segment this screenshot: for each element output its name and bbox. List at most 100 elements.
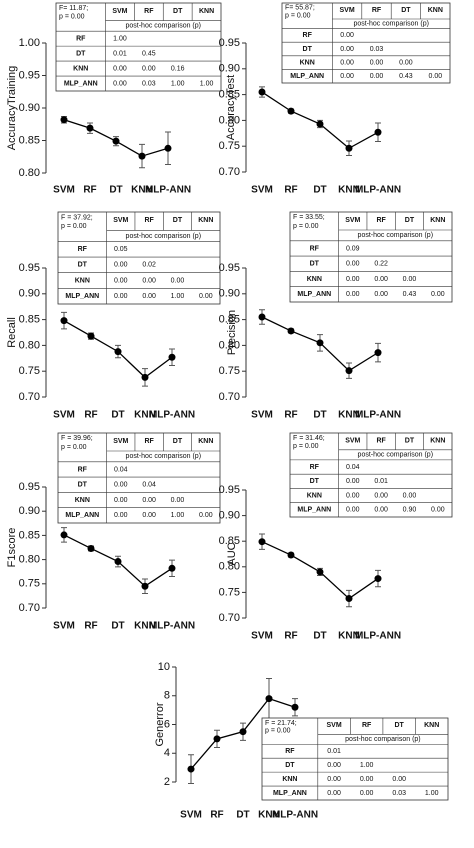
x-tick-label: DT: [313, 410, 326, 421]
point: [87, 332, 95, 340]
table-row-label: DT: [310, 478, 320, 485]
point: [164, 144, 172, 152]
table-cell: 0.03: [370, 46, 384, 53]
table-cell: 0.00: [370, 73, 384, 80]
table-cell: 0.00: [199, 512, 213, 519]
y-axis-label: AccuracyTraining: [6, 66, 18, 151]
table-subtitle: post-hoc comparison (p): [358, 452, 433, 459]
p-value: p = 0.00: [293, 223, 319, 230]
y-tick-label: 0.90: [19, 288, 40, 300]
x-tick-label: MLP-ANN: [272, 810, 318, 821]
y-axis-label: F1score: [6, 528, 18, 568]
point: [60, 116, 68, 124]
stats-table: F = 21.74;p = 0.00 SVM RF DT KNN post-hoc com…: [261, 717, 449, 801]
point: [60, 317, 68, 325]
x-tick-label: DT: [236, 810, 249, 821]
f-stat: F= 11.87;: [59, 5, 88, 12]
stats-table: F = 31.46;p = 0.00 SVM RF DT KNN post-hoc com…: [289, 432, 453, 518]
point: [168, 353, 176, 361]
point: [316, 339, 324, 347]
point: [287, 551, 295, 559]
table-cell: 0.00: [171, 277, 185, 284]
table-cell: 0.00: [392, 776, 406, 783]
p-value: p = 0.00: [285, 12, 311, 19]
y-tick-label: 0.80: [19, 339, 40, 351]
table-cell: 1.00: [171, 293, 185, 300]
table-column: DT: [173, 217, 183, 224]
table-column: SVM: [326, 722, 341, 729]
stats-table: F = 33.55; p = 0.00 SVM RF DT KNN post-hoc com…: [289, 211, 453, 303]
point: [258, 88, 266, 96]
point: [258, 538, 266, 546]
table-row-label: DT: [76, 50, 86, 57]
x-tick-label: RF: [83, 185, 96, 196]
y-tick-label: 0.95: [19, 69, 40, 81]
table-cell: 0.00: [370, 59, 384, 66]
table-cell: 0.43: [399, 73, 413, 80]
table-row-label: RF: [76, 35, 86, 42]
y-tick-label: 0.85: [19, 529, 40, 541]
table-cell: 0.00: [403, 276, 417, 283]
table-column: KNN: [199, 8, 214, 15]
x-tick-label: RF: [84, 621, 97, 632]
table-column: SVM: [340, 7, 355, 14]
y-axis-label: Generror: [154, 702, 166, 746]
table-subtitle: post-hoc comparison (p): [126, 453, 201, 460]
table-cell: 0.04: [142, 482, 156, 489]
x-tick-label: MLP-ANN: [145, 185, 191, 196]
table-cell: 0.00: [431, 291, 445, 298]
table-cell: 0.00: [142, 65, 156, 72]
table-column: RF: [144, 438, 154, 445]
table-row-label: KNN: [75, 277, 90, 284]
table-cell: 0.00: [114, 293, 128, 300]
table-column: SVM: [113, 438, 128, 445]
point: [141, 582, 149, 590]
x-tick-label: SVM: [251, 410, 273, 421]
table-frame: [57, 211, 221, 305]
x-tick-label: RF: [284, 410, 297, 421]
table-column: KNN: [430, 217, 445, 224]
table-cell: 0.00: [114, 262, 128, 269]
y-tick-label: 0.85: [219, 89, 240, 101]
table-cell: 0.00: [114, 482, 128, 489]
table-subtitle: post-hoc comparison (p): [126, 23, 201, 30]
table-row-label: MLP_ANN: [290, 73, 324, 80]
table-cell: 0.00: [374, 492, 388, 499]
y-tick-label: 8: [164, 690, 170, 702]
p-value: p = 0.00: [59, 14, 85, 21]
table-row-label: RF: [310, 245, 320, 252]
y-tick-label: 0.80: [19, 167, 40, 179]
table-cell: 1.00: [171, 512, 185, 519]
x-tick-label: DT: [111, 410, 124, 421]
x-tick-label: KNN: [258, 810, 280, 821]
point: [168, 564, 176, 572]
y-tick-label: 0.95: [219, 37, 240, 49]
table-cell: 0.00: [142, 497, 156, 504]
point: [138, 152, 146, 160]
table-cell: 0.00: [340, 32, 354, 39]
table-cell: 0.00: [142, 512, 156, 519]
table-column: DT: [395, 722, 405, 729]
y-tick-label: 0.85: [219, 314, 240, 326]
table-cell: 0.00: [346, 261, 360, 268]
x-tick-label: SVM: [180, 810, 202, 821]
point: [112, 137, 120, 145]
point: [86, 124, 94, 132]
y-tick-label: 0.85: [19, 314, 40, 326]
table-cell: 0.00: [171, 497, 185, 504]
table-subtitle: post-hoc comparison (p): [126, 233, 201, 240]
f-stat: F = 37.92;: [61, 214, 93, 221]
x-tick-label: KNN: [134, 410, 156, 421]
y-axis-label: AUC: [226, 542, 238, 565]
y-tick-label: 0.85: [219, 535, 240, 547]
point: [316, 120, 324, 128]
table-cell: 0.00: [142, 277, 156, 284]
x-tick-label: RF: [284, 185, 297, 196]
y-tick-label: 0.75: [219, 365, 240, 377]
table-column: SVM: [113, 217, 128, 224]
table-cell: 0.22: [374, 261, 388, 268]
table-cell: 0.00: [403, 492, 417, 499]
table-row-label: RF: [78, 246, 88, 253]
table-row-label: KNN: [282, 776, 297, 783]
